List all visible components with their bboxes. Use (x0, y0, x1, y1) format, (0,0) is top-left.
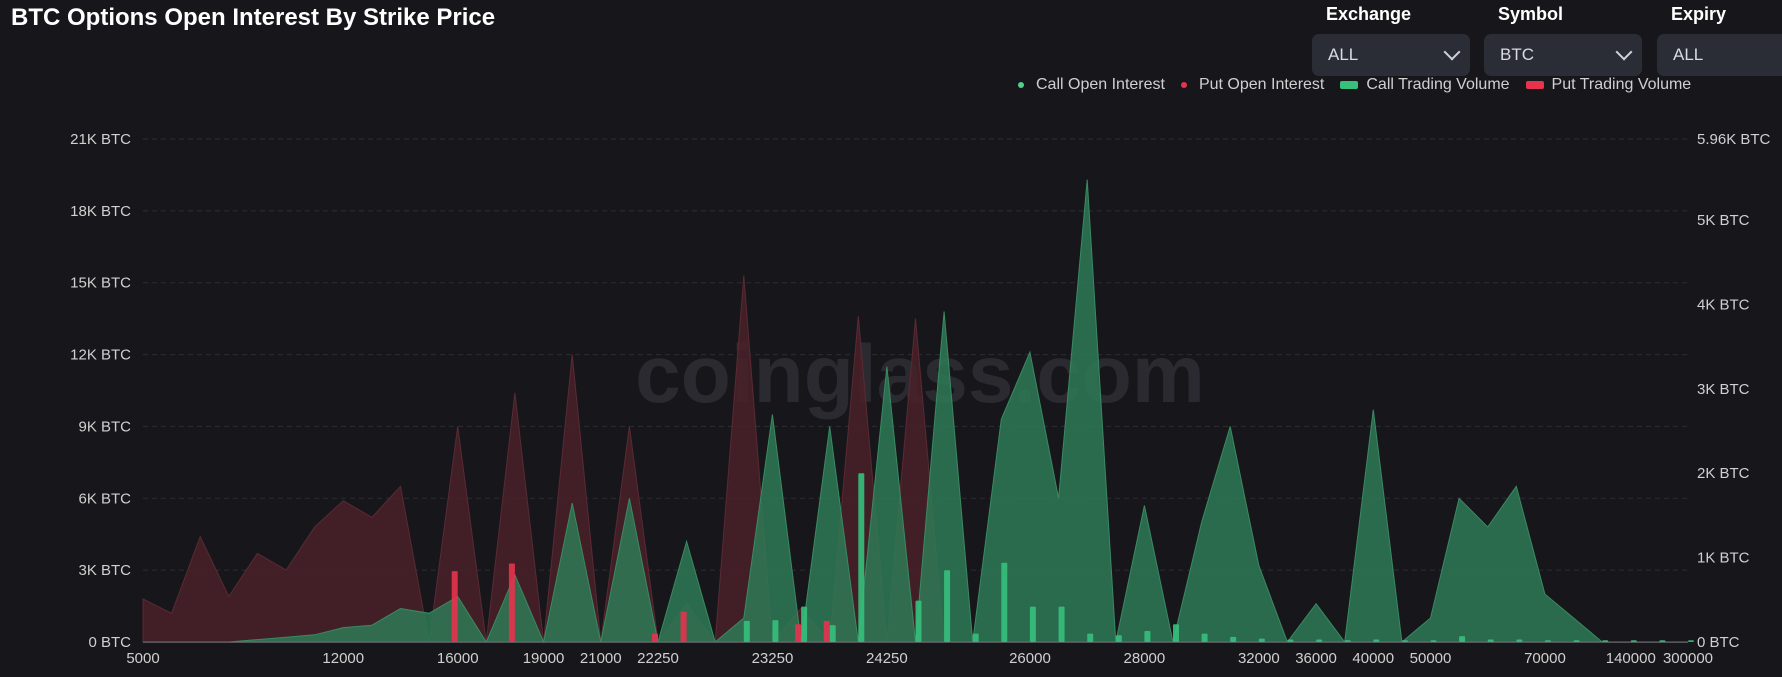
y-left-tick-label: 18K BTC (70, 203, 131, 220)
call-volume-bar (1115, 635, 1122, 642)
y-left-tick-label: 12K BTC (70, 347, 131, 364)
call-oi-area (143, 179, 1688, 644)
put-volume-bar (823, 620, 830, 642)
call-volume-bar (858, 473, 865, 642)
legend-call-oi[interactable]: Call Open Interest (1018, 76, 1165, 94)
legend-dot-icon (1180, 82, 1187, 88)
y-left-tick-label: 9K BTC (78, 418, 131, 435)
x-tick-label: 19000 (523, 650, 565, 667)
legend-put-oi[interactable]: Put Open Interest (1180, 76, 1325, 94)
legend-put-volume[interactable]: Put Trading Volume (1525, 76, 1692, 94)
y-right-tick-label: 3K BTC (1697, 381, 1750, 398)
legend-call-volume-label: Call Trading Volume (1366, 76, 1510, 93)
legend-call-volume[interactable]: Call Trading Volume (1340, 76, 1510, 94)
put-volume-bar (451, 571, 458, 642)
call-volume-bar (1401, 640, 1408, 642)
x-tick-label: 24250 (866, 650, 908, 667)
call-volume-bar (972, 633, 979, 642)
legend-bar-icon (1340, 81, 1359, 89)
exchange-select[interactable]: ALL (1312, 34, 1470, 76)
expiry-filter: Expiry ALL (1657, 4, 1782, 76)
x-tick-label: 26000 (1009, 650, 1051, 667)
x-tick-label: 22250 (637, 650, 679, 667)
call-volume-bar (1602, 640, 1609, 642)
call-volume-bar (1516, 639, 1523, 642)
x-tick-label: 21000 (580, 650, 622, 667)
put-volume-bar (680, 611, 687, 642)
put-volume-bar (795, 624, 802, 642)
y-right-tick-label: 1K BTC (1697, 550, 1750, 567)
expiry-select[interactable]: ALL (1657, 34, 1782, 76)
x-tick-label: 32000 (1238, 650, 1280, 667)
call-volume-bar (1430, 640, 1437, 642)
y-right-tick-label: 2K BTC (1697, 465, 1750, 482)
call-volume-bar (915, 600, 922, 642)
call-volume-bar (1287, 639, 1294, 642)
legend-put-volume-label: Put Trading Volume (1551, 76, 1692, 93)
call-volume-bar (1258, 638, 1265, 642)
call-volume-bar (1373, 639, 1380, 642)
y-left-tick-label: 21K BTC (70, 131, 131, 148)
call-volume-bar (1659, 640, 1666, 642)
x-tick-label: 5000 (126, 650, 159, 667)
put-volume-bar (652, 633, 658, 642)
y-left-tick-label: 3K BTC (78, 562, 131, 579)
x-tick-label: 40000 (1352, 650, 1394, 667)
call-volume-bar (1144, 631, 1151, 642)
call-volume-bar (743, 620, 750, 642)
y-left-tick-label: 15K BTC (70, 275, 131, 292)
call-volume-bar (1058, 606, 1065, 642)
x-tick-label: 50000 (1410, 650, 1452, 667)
y-left-tick-label: 6K BTC (78, 490, 131, 507)
symbol-select[interactable]: BTC (1484, 34, 1642, 76)
y-right-tick-label: 0 BTC (1697, 634, 1740, 651)
y-right-tick-label: 5K BTC (1697, 212, 1750, 229)
symbol-value: BTC (1500, 45, 1534, 64)
symbol-filter: Symbol BTC (1484, 4, 1642, 76)
call-volume-bar (772, 620, 779, 642)
legend-bar-icon (1525, 81, 1544, 89)
x-tick-label: 12000 (322, 650, 364, 667)
expiry-label: Expiry (1671, 4, 1727, 24)
legend-dot-icon (1018, 82, 1024, 88)
expiry-value: ALL (1673, 45, 1704, 64)
y-right-tick-label: 5.96K BTC (1697, 131, 1771, 148)
call-volume-bar (1544, 640, 1551, 642)
x-tick-label: 28000 (1124, 650, 1166, 667)
y-right-tick-label: 4K BTC (1697, 296, 1750, 313)
call-volume-bar (1344, 640, 1351, 642)
exchange-value: ALL (1328, 45, 1359, 64)
y-left-tick-label: 0 BTC (88, 634, 131, 651)
x-tick-label: 300000 (1663, 650, 1713, 667)
call-volume-bar (1201, 633, 1208, 642)
call-volume-bar (1087, 633, 1094, 642)
call-volume-bar (1573, 640, 1580, 642)
legend-call-oi-label: Call Open Interest (1036, 76, 1165, 93)
call-volume-bar (1630, 640, 1637, 642)
x-tick-label: 23250 (752, 650, 794, 667)
x-tick-label: 140000 (1606, 650, 1656, 667)
x-tick-label: 16000 (437, 650, 479, 667)
call-volume-bar (944, 570, 951, 642)
chart-legend: Call Open Interest Put Open Interest Cal… (1018, 76, 1691, 94)
call-volume-bar (1230, 636, 1237, 642)
legend-put-oi-label: Put Open Interest (1198, 76, 1325, 93)
call-volume-bar (1459, 636, 1466, 642)
call-volume-bar (1029, 606, 1036, 642)
exchange-label: Exchange (1326, 4, 1412, 24)
page-title: BTC Options Open Interest By Strike Pric… (11, 4, 496, 31)
x-tick-label: 70000 (1524, 650, 1566, 667)
exchange-filter: Exchange ALL (1312, 4, 1470, 76)
call-volume-bar (1316, 639, 1323, 642)
call-volume-bar (829, 625, 836, 642)
x-tick-label: 36000 (1295, 650, 1337, 667)
call-volume-bar (1487, 639, 1494, 642)
put-volume-bar (508, 563, 515, 642)
symbol-label: Symbol (1498, 4, 1564, 24)
call-volume-bar (1688, 640, 1694, 642)
call-volume-bar (1173, 624, 1179, 642)
call-volume-bar (801, 606, 808, 642)
call-volume-bar (1001, 562, 1008, 642)
